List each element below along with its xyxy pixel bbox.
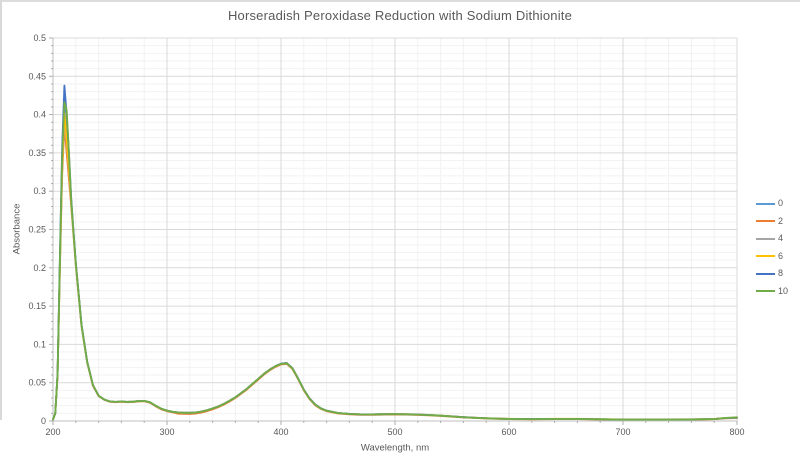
y-tick-label: 0.25 bbox=[28, 225, 46, 235]
series-lines bbox=[52, 84, 738, 421]
legend-swatch-8 bbox=[756, 272, 775, 275]
window-edge-top bbox=[0, 0, 800, 2]
y-tick-label: 0.45 bbox=[28, 71, 46, 81]
legend-swatch-0 bbox=[756, 202, 775, 205]
axis-ticks bbox=[49, 37, 738, 425]
legend: 0 2 4 6 8 10 bbox=[756, 195, 788, 300]
gridlines-major bbox=[53, 37, 738, 421]
legend-item-10[interactable]: 10 bbox=[756, 283, 788, 301]
legend-label-10: 10 bbox=[778, 285, 789, 296]
window-edge-left bbox=[0, 0, 2, 420]
y-tick-label: 0.4 bbox=[33, 110, 46, 120]
legend-swatch-10 bbox=[756, 290, 775, 293]
x-tick-label: 300 bbox=[159, 427, 174, 437]
x-tick-label: 600 bbox=[501, 427, 516, 437]
x-tick-label: 800 bbox=[729, 427, 744, 437]
y-tick-label: 0.05 bbox=[28, 378, 46, 388]
legend-swatch-4 bbox=[756, 237, 775, 240]
series-line-10[interactable] bbox=[52, 101, 738, 421]
legend-item-4[interactable]: 4 bbox=[756, 230, 788, 248]
chart-title[interactable]: Horseradish Peroxidase Reduction with So… bbox=[227, 8, 573, 23]
y-tick-label: 0 bbox=[41, 416, 46, 426]
y-tick-label: 0.5 bbox=[33, 33, 46, 43]
x-axis-title[interactable]: Wavelength, nm bbox=[360, 442, 430, 454]
y-tick-label: 0.35 bbox=[28, 148, 46, 158]
x-tick-label: 400 bbox=[273, 427, 288, 437]
y-tick-label: 0.3 bbox=[33, 186, 46, 196]
legend-label-2: 2 bbox=[778, 215, 784, 226]
tick-labels: 200 300 400 500 600 700 800 0 0.05 0.1 0.15 0.2 0.25… bbox=[28, 33, 744, 437]
y-tick-label: 0.1 bbox=[33, 339, 46, 349]
legend-item-0[interactable]: 0 bbox=[756, 195, 788, 213]
legend-label-8: 8 bbox=[778, 268, 784, 279]
legend-item-8[interactable]: 8 bbox=[756, 265, 788, 283]
legend-label-0: 0 bbox=[778, 198, 784, 209]
x-tick-label: 500 bbox=[387, 427, 402, 437]
legend-item-2[interactable]: 2 bbox=[756, 213, 788, 231]
x-tick-label: 700 bbox=[615, 427, 630, 437]
legend-swatch-2 bbox=[756, 220, 775, 223]
x-tick-label: 200 bbox=[45, 427, 60, 437]
y-tick-label: 0.2 bbox=[33, 263, 46, 273]
legend-item-6[interactable]: 6 bbox=[756, 248, 788, 266]
y-tick-label: 0.15 bbox=[28, 301, 46, 311]
legend-label-6: 6 bbox=[778, 250, 784, 261]
legend-label-4: 4 bbox=[778, 233, 784, 244]
legend-swatch-6 bbox=[756, 255, 775, 258]
